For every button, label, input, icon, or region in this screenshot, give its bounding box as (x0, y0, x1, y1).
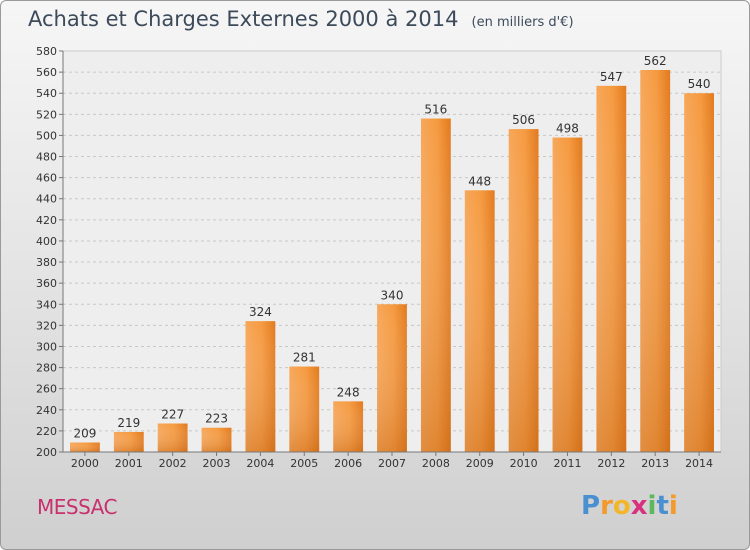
bar-shade-2010 (508, 129, 539, 452)
logo-letter: r (600, 491, 613, 521)
x-tick-label: 2001 (115, 457, 143, 470)
bar-value-label: 540 (688, 77, 711, 91)
y-tick-label: 280 (36, 362, 57, 375)
bar-shade-2006 (333, 401, 364, 452)
bar-shade-2004 (245, 321, 276, 452)
y-tick-label: 260 (36, 383, 57, 396)
bar-value-label: 547 (600, 70, 623, 84)
x-tick-label: 2011 (553, 457, 581, 470)
bar-shade-2001 (113, 431, 144, 452)
bar-shade-2000 (70, 442, 100, 452)
y-tick-label: 220 (36, 425, 57, 438)
bar-value-label: 223 (205, 412, 228, 426)
bar-value-label: 448 (468, 174, 491, 188)
x-tick-label: 2009 (466, 457, 494, 470)
y-tick-label: 320 (36, 319, 57, 332)
bar-shade-2008 (420, 118, 451, 453)
proxiti-logo: Proxiti (581, 491, 678, 521)
logo-letter: i (647, 491, 657, 521)
y-tick-label: 560 (36, 66, 57, 79)
bar-shade-2013 (640, 69, 671, 452)
logo-letter: x (630, 491, 648, 521)
chart-unit-label: (en milliers d'€) (471, 15, 574, 30)
bar-shade-2005 (289, 366, 320, 452)
bar-shade-2003 (201, 427, 232, 452)
x-tick-label: 2008 (422, 457, 450, 470)
y-tick-label: 540 (36, 87, 57, 100)
x-tick-label: 2012 (597, 457, 625, 470)
bar-shade-2009 (464, 190, 495, 452)
y-tick-label: 340 (36, 298, 57, 311)
y-tick-label: 420 (36, 214, 57, 227)
y-tick-label: 360 (36, 277, 57, 290)
chart-title-text: Achats et Charges Externes 2000 à 2014 (28, 7, 459, 31)
x-tick-label: 2003 (203, 457, 231, 470)
commune-name: MESSAC (37, 495, 117, 519)
bar-value-label: 248 (337, 385, 360, 399)
y-tick-label: 240 (36, 404, 57, 417)
x-tick-label: 2007 (378, 457, 406, 470)
logo-letter: o (612, 491, 631, 521)
bar-shade-2002 (157, 423, 188, 452)
y-tick-label: 440 (36, 193, 57, 206)
y-tick-label: 500 (36, 129, 57, 142)
bar-value-label: 209 (73, 427, 96, 441)
y-tick-label: 400 (36, 235, 57, 248)
bar-shade-2007 (377, 304, 407, 452)
bar-shade-2011 (552, 137, 583, 452)
x-tick-label: 2006 (334, 457, 362, 470)
bar-value-label: 506 (512, 113, 535, 127)
y-tick-label: 300 (36, 340, 57, 353)
logo-letter: i (668, 491, 678, 521)
y-tick-label: 520 (36, 108, 57, 121)
bar-value-label: 219 (117, 416, 140, 430)
y-tick-label: 480 (36, 151, 57, 164)
y-tick-label: 380 (36, 256, 57, 269)
bar-value-label: 227 (161, 408, 184, 422)
x-tick-label: 2004 (246, 457, 274, 470)
x-tick-label: 2013 (641, 457, 669, 470)
bar-value-label: 498 (556, 122, 579, 136)
bar-value-label: 281 (293, 351, 316, 365)
x-tick-label: 2010 (510, 457, 538, 470)
x-tick-label: 2005 (290, 457, 318, 470)
x-tick-label: 2002 (159, 457, 187, 470)
bar-shade-2014 (684, 93, 714, 453)
y-tick-label: 460 (36, 172, 57, 185)
bar-value-label: 324 (249, 305, 272, 319)
logo-letter: P (581, 491, 601, 521)
x-tick-label: 2014 (685, 457, 713, 470)
x-tick-label: 2000 (71, 457, 99, 470)
bar-value-label: 516 (424, 103, 447, 117)
logo-letter: t (656, 491, 669, 521)
y-tick-label: 580 (36, 45, 57, 58)
bar-chart: 200 220 240 260 280 300 320 340 360 380 400 420 440 4… (36, 45, 722, 470)
bar-value-label: 562 (644, 54, 667, 68)
bar-value-label: 340 (381, 288, 404, 302)
bar-shade-2012 (596, 85, 627, 453)
y-tick-label: 200 (36, 446, 57, 459)
chart-title: Achats et Charges Externes 2000 à 2014 (… (28, 7, 574, 31)
